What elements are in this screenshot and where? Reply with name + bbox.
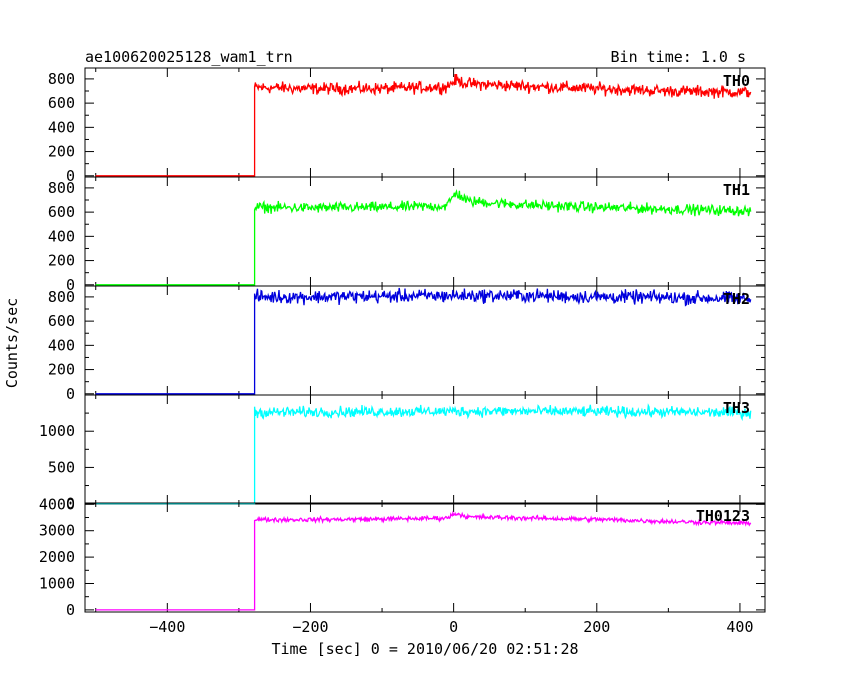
panel-th0: 0 200 400 600 800 TH0: [48, 67, 766, 185]
panels: 0 200 400 600 800 TH0 0 200 400 600 800 TH1 0 200 400 6…: [39, 67, 766, 619]
y-tick-label: 600: [48, 312, 75, 330]
series-line-th2: [95, 287, 752, 395]
panel-th1: 0 200 400 600 800 TH1: [48, 176, 766, 294]
panel-frame: [84, 176, 766, 287]
y-tick-label: 800: [48, 70, 75, 88]
series-line-th0123: [95, 510, 752, 611]
y-tick-label: 0: [66, 276, 75, 294]
panel-th0123: 0 1000 2000 3000 4000 TH0123: [39, 495, 766, 619]
bin-time-label: Bin time: 1.0 s: [611, 48, 746, 66]
y-tick-label: 200: [48, 143, 75, 161]
y-tick-label: 1000: [39, 574, 75, 592]
panel-label: TH0: [723, 72, 750, 90]
y-tick-label: 600: [48, 203, 75, 221]
panel-label: TH1: [723, 181, 750, 199]
y-tick-label: 400: [48, 227, 75, 245]
series-line-th1: [95, 188, 752, 286]
y-tick-label: 600: [48, 94, 75, 112]
x-axis-title: Time [sec] 0 = 2010/06/20 02:51:28: [271, 640, 578, 658]
x-tick-label: −400: [149, 618, 185, 636]
x-tick-label: 0: [449, 618, 458, 636]
y-tick-label: 400: [48, 118, 75, 136]
series-line-th3: [95, 403, 752, 505]
x-tick-label: 200: [583, 618, 610, 636]
y-tick-label: 1000: [39, 422, 75, 440]
y-tick-label: 200: [48, 252, 75, 270]
y-tick-label: 4000: [39, 495, 75, 513]
x-axis: −400 −200 0 200 400: [149, 618, 753, 636]
panel-label: TH2: [723, 290, 750, 308]
y-tick-label: 0: [66, 495, 75, 513]
panel-label: TH3: [723, 399, 750, 417]
y-tick-label: 200: [48, 361, 75, 379]
y-tick-label: 2000: [39, 548, 75, 566]
x-tick-label: −200: [292, 618, 328, 636]
panel-frame: [84, 67, 766, 178]
y-tick-label: 3000: [39, 522, 75, 540]
chart-title: ae100620025128_wam1_trn: [85, 48, 293, 66]
y-tick-label: 0: [66, 601, 75, 619]
y-tick-label: 400: [48, 336, 75, 354]
y-tick-label: 0: [66, 167, 75, 185]
x-tick-label: 400: [726, 618, 753, 636]
y-tick-label: 800: [48, 288, 75, 306]
series-line-th0: [95, 73, 752, 177]
panel-th2: 0 200 400 600 800 TH2: [48, 285, 766, 403]
y-tick-label: 500: [48, 458, 75, 476]
panel-th3: 0 500 1000 TH3: [39, 394, 766, 513]
y-tick-label: 0: [66, 385, 75, 403]
y-axis-title: Counts/sec: [3, 298, 21, 388]
panel-label: TH0123: [696, 507, 750, 525]
y-tick-label: 800: [48, 179, 75, 197]
panel-frame: [84, 285, 766, 396]
